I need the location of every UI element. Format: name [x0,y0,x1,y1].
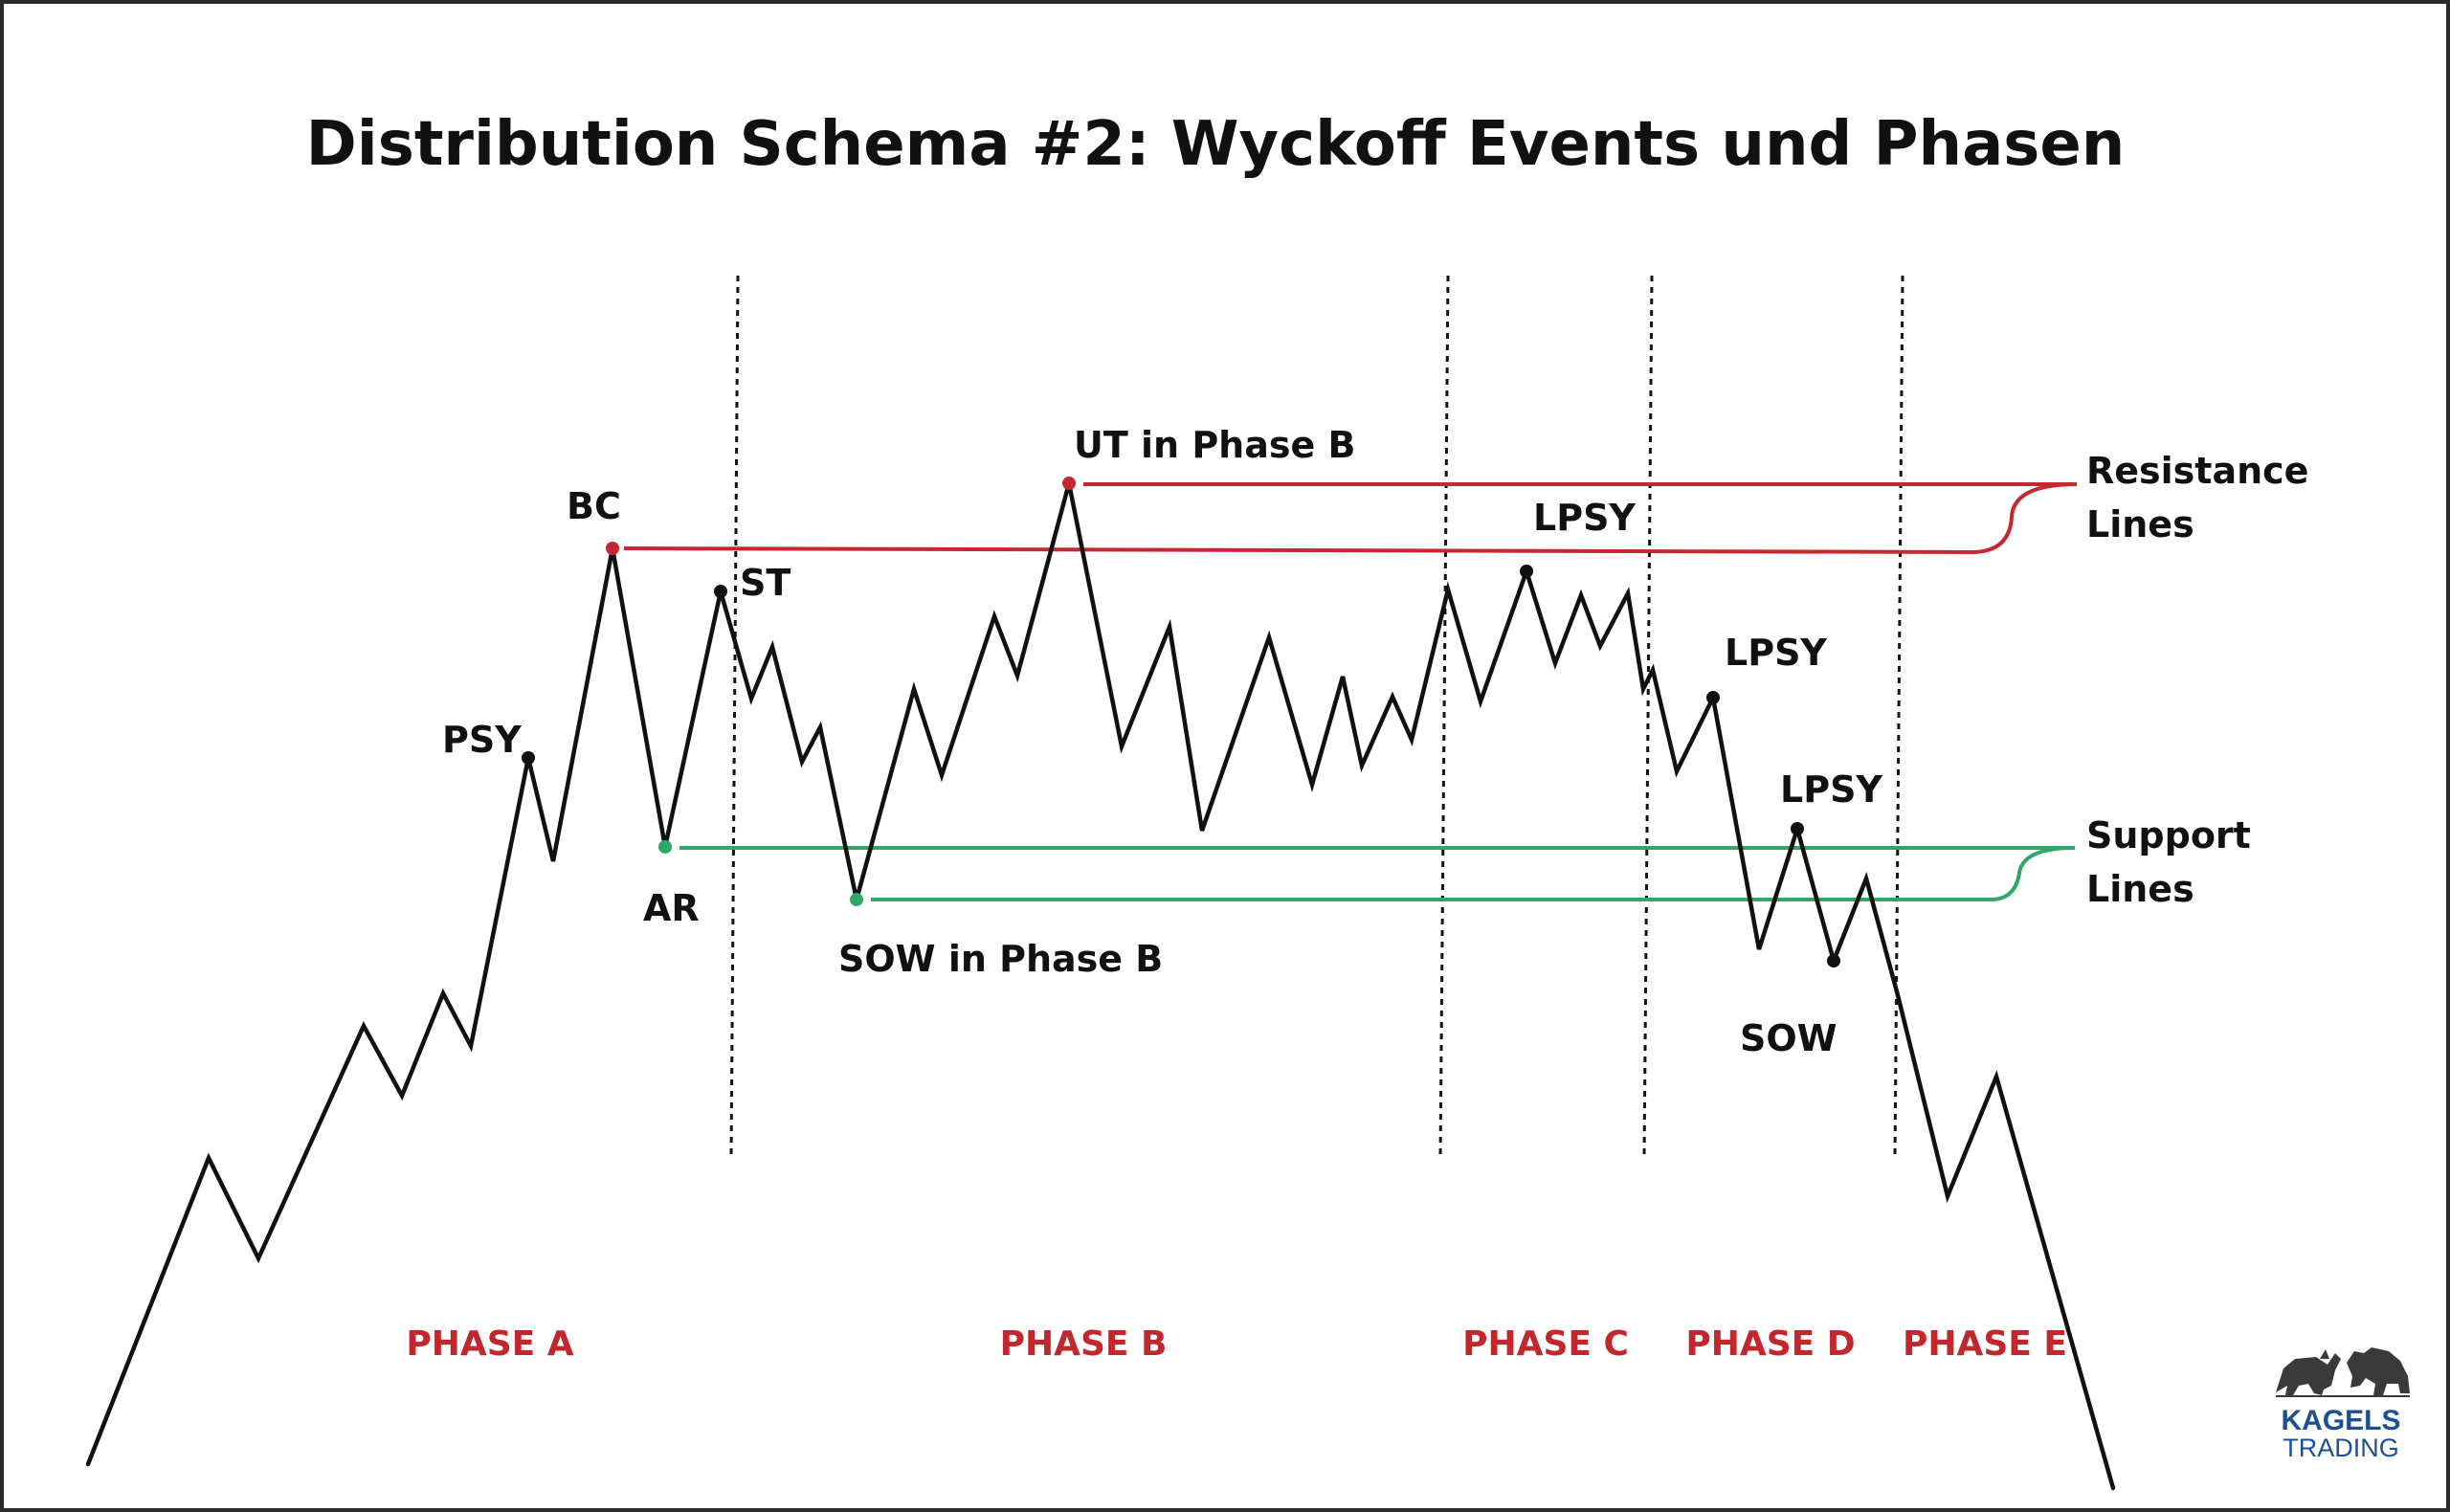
label-ar: AR [643,887,700,929]
resistance-line-lower [623,546,1972,554]
bear-icon [2347,1347,2410,1395]
phase-label-c: PHASE C [1462,1324,1629,1364]
side-labels: Resistance Lines Support Lines [2086,450,2308,910]
phase-labels: PHASE A PHASE B PHASE C PHASE D PHASE E [406,1324,2067,1364]
label-lpsy-2: LPSY [1725,632,1827,674]
sow-b-dot [850,893,863,906]
resistance-label-line1: Resistance [2086,450,2308,492]
support-label-line2: Lines [2086,868,2194,910]
event-labels: PSY BC AR ST SOW in Phase B UT in Phase … [442,424,1882,1059]
resistance-brace [1971,482,2078,554]
psy-dot [522,751,535,765]
kagels-trading-logo: KAGELS TRADING [2276,1347,2410,1462]
phase-label-e: PHASE E [1903,1324,2067,1364]
label-sow: SOW [1740,1017,1838,1059]
lpsy-2-dot [1706,691,1720,704]
label-lpsy-1: LPSY [1533,497,1636,539]
sow-dot [1827,954,1840,967]
ar-dot [658,840,672,854]
label-sow-b: SOW in Phase B [838,938,1163,980]
phase-label-b: PHASE B [1000,1324,1168,1364]
support-label-line1: Support [2086,814,2251,856]
separator-d-e [1893,275,1904,1159]
label-psy: PSY [442,719,522,761]
price-path [85,482,2116,1491]
separator-c-d [1642,275,1654,1159]
phase-label-a: PHASE A [406,1324,573,1364]
separator-b-c [1438,275,1450,1159]
resistance-label-line2: Lines [2086,503,2194,545]
resistance-lines [623,482,2078,554]
support-brace [1990,846,2076,901]
label-lpsy-3: LPSY [1780,768,1882,811]
diagram-title: Distribution Schema #2: Wyckoff Events u… [306,109,2126,180]
logo-text-kagels: KAGELS [2281,1405,2400,1436]
label-bc: BC [567,485,621,527]
lpsy-3-dot [1791,822,1804,835]
logo-text-trading: TRADING [2283,1434,2399,1462]
support-lines [679,846,2076,901]
event-markers [522,477,1840,967]
label-ut-b: UT in Phase B [1074,424,1355,466]
label-st: ST [740,562,791,604]
lpsy-1-dot [1520,565,1533,578]
bc-dot [606,542,619,555]
separator-a-b [729,275,740,1159]
st-dot [714,585,727,598]
phase-label-d: PHASE D [1685,1324,1855,1364]
ut-b-dot [1062,477,1076,490]
phase-separators [729,275,1904,1159]
bull-icon [2276,1349,2341,1395]
